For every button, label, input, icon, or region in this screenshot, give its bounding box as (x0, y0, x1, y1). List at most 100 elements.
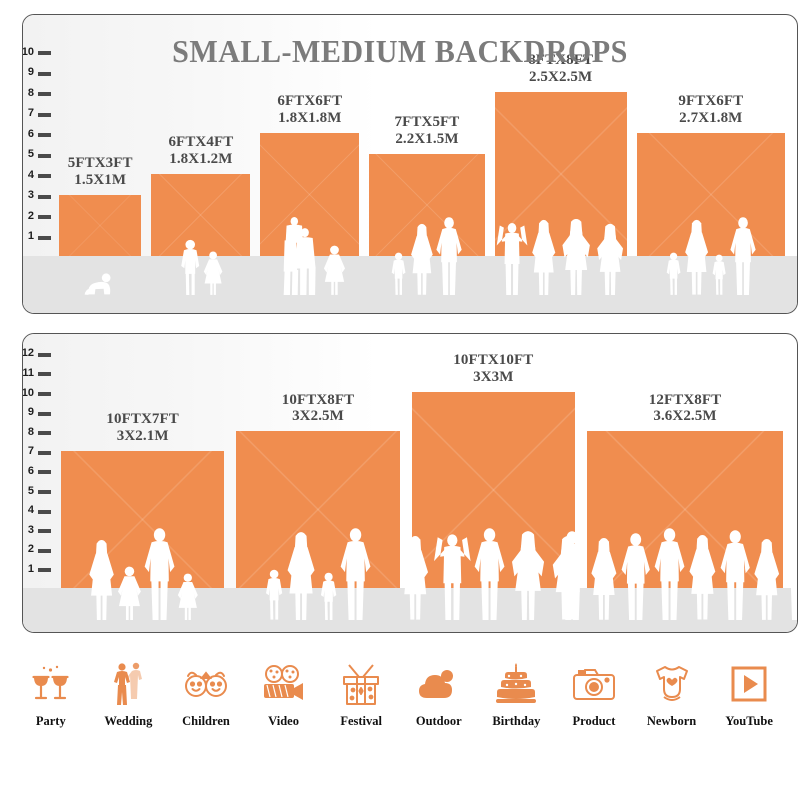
y-tick-label: 4 (27, 504, 34, 517)
y-tick-label: 8 (27, 86, 34, 99)
y-tick-label: 6 (27, 464, 34, 477)
bar-label: 10FTX10FT 3X3M (453, 352, 533, 386)
y-tick-mark (38, 509, 51, 514)
bar-rect[interactable] (151, 174, 251, 256)
bar-group-6ftx4ft[interactable]: 6FTX4FT 1.8X1.2M (151, 15, 251, 313)
bar-label-meters: 1.8X1.2M (169, 151, 233, 168)
bar-label: 9FTX6FT 2.7X1.8M (678, 93, 743, 127)
usage-item-birthday[interactable]: Birthday (478, 660, 556, 729)
bar-group-10ftx7ft[interactable]: 10FTX7FT 3X2.1M (61, 334, 225, 632)
y-tick-mark (38, 392, 51, 396)
bar-rect[interactable] (61, 450, 225, 589)
bar-label-meters: 1.5X1M (74, 171, 127, 188)
bar-label-feet: 8FTX8FT (528, 52, 594, 69)
usage-label: Children (182, 714, 230, 728)
y-tick-label: 10 (22, 386, 34, 399)
y-tick-label: 7 (27, 445, 34, 458)
bar-label-meters: 3.6X2.5M (653, 408, 717, 425)
bar-label-feet: 6FTX6FT (277, 93, 343, 110)
bar-label-feet: 7FTX5FT (394, 113, 460, 130)
bar-group-10ftx10ft[interactable]: 10FTX10FT 3X3M (402, 334, 583, 632)
bar-group-12ftx8ft[interactable]: 12FTX8FT 3.6X2.5M (557, 334, 797, 632)
bar-label-meters: 3X2.5M (292, 408, 344, 425)
y-tick-mark (38, 112, 51, 117)
y-tick-label: 10 (22, 45, 34, 58)
bar-label-feet: 9FTX6FT (678, 93, 744, 110)
y-tick-label: 1 (27, 230, 34, 242)
bar-label-meters: 2.2X1.5M (395, 130, 459, 147)
y-tick-mark (38, 490, 51, 494)
bar-label-meters: 3X2.1M (116, 428, 169, 445)
bar-label-meters: 1.8X1.8M (278, 110, 342, 127)
usage-label: Outdoor (415, 714, 462, 728)
bar-rect[interactable] (587, 431, 783, 588)
toddler-silhouette (390, 252, 407, 295)
bar-rect[interactable] (369, 153, 486, 256)
usage-item-wedding[interactable]: Wedding (90, 660, 168, 729)
y-tick-label: 2 (27, 209, 34, 222)
plot-area-top: 5FTX3FT 1.5X1M 6FTX4FT 1.8X1.2M 6FTX6FT 1.8X1… (49, 15, 797, 313)
toddler-silhouette (665, 252, 682, 295)
y-tick-mark (38, 411, 51, 416)
usage-item-party[interactable]: Party (12, 660, 90, 729)
bar-group-5ftx3ft[interactable]: 5FTX3FT 1.5X1M (59, 15, 142, 313)
usage-item-festival[interactable]: Festival (322, 660, 400, 729)
usage-item-video[interactable]: Video (245, 660, 323, 729)
y-tick-mark (38, 431, 51, 436)
y-tick-mark (38, 71, 51, 76)
y-tick-label: 9 (27, 406, 34, 419)
birthday-cake-icon (495, 660, 537, 708)
baby-silhouette (84, 273, 116, 295)
bar-rect[interactable] (636, 133, 786, 256)
y-tick-label: 12 (22, 347, 34, 360)
gift-box-icon (340, 660, 382, 708)
champagne-glasses-icon (30, 660, 72, 708)
y-tick-label: 3 (27, 189, 34, 201)
bar-rect[interactable] (236, 431, 400, 588)
usage-label: Festival (340, 714, 382, 728)
usage-item-children[interactable]: Children (167, 660, 245, 729)
bar-label-feet: 10FTX8FT (281, 391, 355, 408)
usage-item-product[interactable]: Product (555, 660, 633, 729)
usage-label: Wedding (104, 714, 153, 728)
bar-rect[interactable] (494, 92, 627, 256)
bar-label-feet: 10FTX7FT (106, 411, 179, 428)
usage-item-youtube[interactable]: YouTube (710, 660, 788, 729)
children-faces-icon (183, 660, 229, 708)
page-title: SMALL-MEDIUM BACKDROPS (172, 33, 628, 69)
bar-label: 5FTX3FT 1.5X1M (68, 155, 133, 189)
bar-rect[interactable] (59, 194, 142, 256)
usage-label: Video (268, 714, 299, 728)
bar-group-9ftx6ft[interactable]: 9FTX6FT 2.7X1.8M (636, 15, 786, 313)
usage-label: YouTube (725, 714, 773, 728)
usage-item-outdoor[interactable]: Outdoor (400, 660, 478, 729)
girl-silhouette (203, 251, 223, 295)
bar-group-10ftx8ft[interactable]: 10FTX8FT 3X2.5M (236, 334, 400, 632)
bar-label: 10FTX8FT 3X2.5M (282, 392, 354, 426)
y-tick-mark (38, 372, 51, 377)
usage-item-newborn[interactable]: Newborn (633, 660, 711, 729)
y-axis-top: 1 2 3 4 5 6 7 8 9 10 (22, 15, 51, 313)
usage-icon-row: Party Wedding Children Video Festival Outdoor… (12, 660, 788, 760)
y-tick-mark (38, 235, 51, 240)
y-tick-mark (38, 133, 51, 137)
bar-label: 8FTX8FT 2.5X2.5M (528, 52, 593, 86)
y-axis-bottom: 1 2 3 4 5 6 7 8 9 10 11 12 (22, 334, 51, 632)
y-tick-label: 3 (27, 523, 34, 536)
usage-label: Birthday (492, 714, 541, 728)
y-tick-mark (38, 215, 51, 219)
usage-label: Product (572, 714, 616, 728)
bar-label: 10FTX7FT 3X2.1M (106, 411, 178, 445)
y-tick-mark (38, 352, 51, 357)
y-tick-mark (38, 470, 51, 475)
y-tick-mark (38, 450, 51, 455)
baby-onesie-icon (652, 660, 692, 708)
bar-label: 6FTX6FT 1.8X1.8M (277, 93, 342, 127)
bar-rect[interactable] (411, 392, 576, 588)
bar-rect[interactable] (260, 133, 360, 256)
wedding-couple-icon (111, 660, 145, 708)
y-tick-label: 4 (27, 168, 34, 181)
toddler-silhouette (711, 254, 727, 295)
bar-label-feet: 10FTX10FT (453, 352, 534, 369)
people-silhouette-group (59, 273, 141, 295)
